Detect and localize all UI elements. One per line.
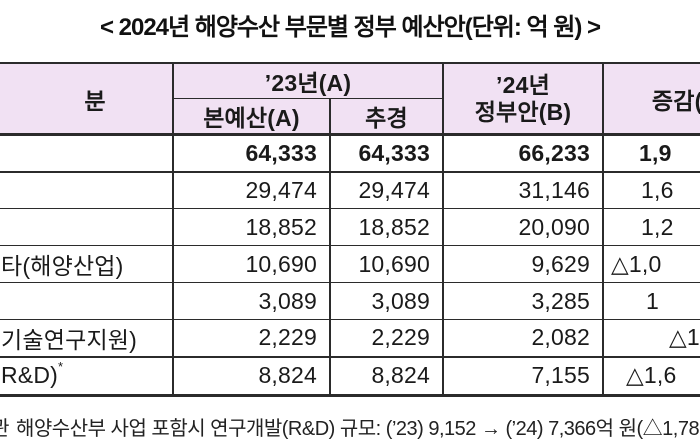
cell-change: 1,2 (602, 208, 700, 246)
cell-main-budget: 64,333 (172, 134, 331, 173)
cell-main-budget: 2,229 (172, 319, 331, 357)
table-row-total: 64,333 64,333 66,233 1,9 (0, 134, 700, 173)
cell-change: 1,6 (602, 171, 700, 209)
cell-change: △1,0 (602, 245, 700, 283)
page: { "title": "< 2024년 해양수산 부문별 정부 예산안(단위: … (0, 7, 700, 447)
cell-label (0, 208, 174, 246)
footnote-asterisk-marker: * (58, 359, 64, 375)
table-row: 29,474 29,474 31,146 1,6 (0, 171, 700, 209)
cell-govt-2024: 7,155 (442, 355, 604, 397)
table-row: 3,089 3,089 3,285 1 (0, 282, 700, 320)
cell-govt-2024: 2,082 (442, 319, 604, 357)
cell-change: 1 (602, 282, 700, 320)
footnote: 관 해양수산부 사업 포함시 연구개발(R&D) 규모: (’23) 9,152… (0, 412, 700, 441)
footnote-text: 해양수산부 사업 포함시 연구개발(R&D) 규모: (’23) 9,152 →… (16, 418, 700, 440)
cell-govt-2024: 20,090 (442, 208, 604, 246)
header-row-2: 본예산(A) 추경 (0, 98, 700, 136)
header-main-budget: 본예산(A) (173, 98, 331, 136)
cell-change: △1 (602, 319, 700, 357)
cell-supplementary: 18,852 (329, 208, 444, 246)
table-row-rnd: R&D)* 8,824 8,824 7,155 △1,6 (0, 355, 700, 397)
table-row: 타(해양산업) 10,690 10,690 9,629 △1,0 (0, 245, 700, 283)
cell-main-budget: 3,089 (172, 282, 331, 320)
table-row: 기술연구지원) 2,229 2,229 2,082 △1 (0, 319, 700, 357)
header-2024-line1: ’24년 (496, 71, 550, 98)
cell-supplementary: 8,824 (329, 355, 444, 397)
cell-main-budget: 18,852 (172, 208, 331, 246)
budget-table: 분 ’23년(A) ’24년 정부안(B) 증감(A- 본예산(A) 추경 64… (0, 62, 700, 397)
header-gubun: 분 (0, 62, 174, 136)
cell-supplementary: 10,690 (329, 245, 444, 283)
header-change: 증감(A- (602, 62, 700, 136)
cell-change: 1,9 (602, 134, 700, 173)
footnote-clipped-char-glyph: 관 (0, 418, 9, 440)
page-title: < 2024년 해양수산 부문별 정부 예산안(단위: 억 원) > (99, 14, 601, 41)
header-2024-line2: 정부안(B) (474, 98, 572, 125)
cell-main-budget: 8,824 (172, 355, 331, 397)
table-row: 18,852 18,852 20,090 1,2 (0, 208, 700, 246)
cell-govt-2024: 66,233 (442, 134, 604, 173)
footnote-clipped-char: 관 (0, 412, 9, 441)
header-row-1: 분 ’23년(A) ’24년 정부안(B) 증감(A- (0, 62, 700, 136)
header-2023: ’23년(A) (172, 62, 444, 99)
cell-label: 타(해양산업) (0, 245, 174, 283)
cell-main-budget: 10,690 (172, 245, 331, 283)
rnd-label-text: R&D) (1, 362, 59, 389)
cell-govt-2024: 31,146 (442, 171, 604, 209)
cell-change: △1,6 (602, 355, 700, 397)
cell-label: 기술연구지원) (0, 319, 174, 357)
header-supplementary: 추경 (329, 98, 443, 136)
cell-label (0, 171, 174, 209)
cell-govt-2024: 9,629 (442, 245, 604, 283)
header-2024-govt: ’24년 정부안(B) (442, 62, 604, 136)
cell-supplementary: 64,333 (329, 134, 444, 173)
cell-label (0, 282, 174, 320)
cell-supplementary: 29,474 (329, 171, 444, 209)
cell-label (0, 134, 174, 173)
cell-supplementary: 2,229 (329, 319, 444, 357)
cell-supplementary: 3,089 (329, 282, 444, 320)
cell-govt-2024: 3,285 (442, 282, 604, 320)
cell-main-budget: 29,474 (172, 171, 331, 209)
cell-label-rnd: R&D)* (0, 355, 174, 397)
